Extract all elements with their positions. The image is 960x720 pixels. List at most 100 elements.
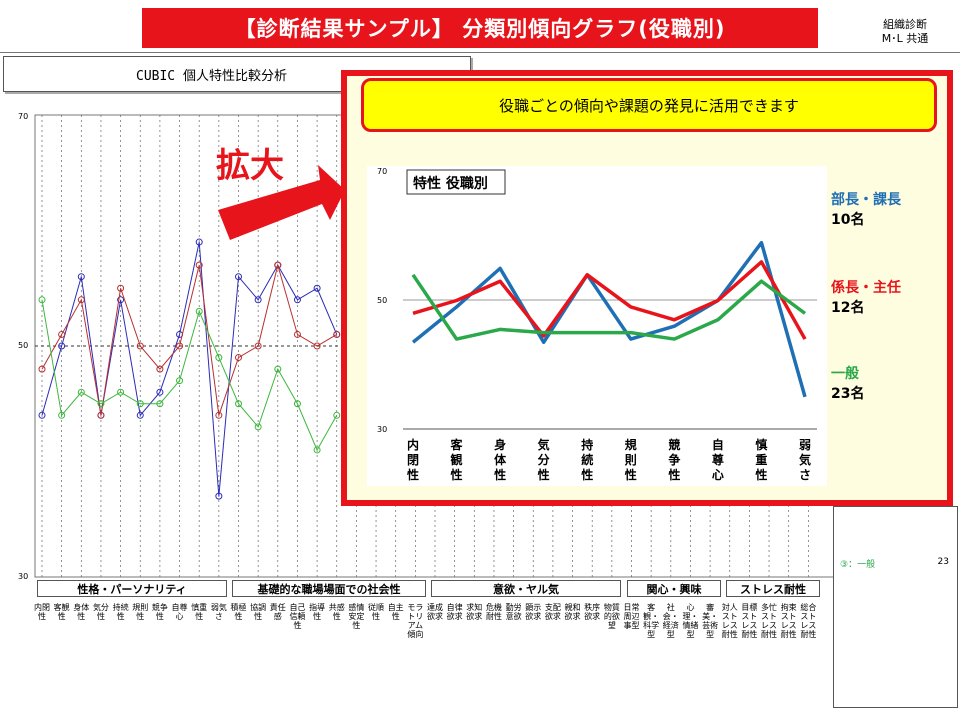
- inset-category-label: 客観性: [450, 437, 464, 482]
- legend-entry-supervisors: 係長・主任 12名: [831, 278, 901, 318]
- trait-label: 感情安定性: [348, 603, 365, 630]
- bg-point: [195, 238, 203, 246]
- bg-point: [254, 342, 262, 350]
- zoom-popup: 役職ごとの傾向や課題の発見に活用できます 特性 役職別 70 50 30 内閉性…: [341, 70, 953, 506]
- trait-label: 規則性: [132, 603, 149, 621]
- trait-label: 指導性: [309, 603, 326, 621]
- group-personality: 性格・パーソナリティ: [37, 580, 227, 597]
- bg-point: [235, 354, 242, 362]
- trait-label: 顕示欲求: [525, 603, 542, 621]
- trait-label: 自主性: [387, 603, 404, 621]
- bg-point: [97, 411, 105, 419]
- inset-series-line-2: [411, 273, 807, 341]
- bg-point: [38, 296, 46, 304]
- inset-title-box: [406, 169, 506, 195]
- bg-ytick-30: 30: [18, 572, 28, 581]
- inset-title: 特性 役職別: [413, 175, 488, 192]
- bg-point: [313, 284, 321, 292]
- corner-tag: 組織診断 M･L 共通: [862, 18, 948, 46]
- bg-point: [293, 330, 301, 338]
- corner-tag-line1: 組織診断: [883, 18, 927, 31]
- group-interest: 関心・興味: [627, 580, 721, 597]
- bg-point: [117, 296, 125, 304]
- trait-label: モラトリアム傾向: [407, 603, 424, 639]
- inset-category-label: 内閉性: [406, 437, 419, 482]
- legend-panel: ③：一般 23: [833, 506, 958, 708]
- trait-label: 秩序欲求: [584, 603, 601, 621]
- divider: [0, 52, 960, 53]
- trait-label: 社会・経済型: [662, 603, 679, 639]
- bg-point: [235, 273, 242, 281]
- trait-label: 身体性: [73, 603, 90, 621]
- legend-count: 12名: [831, 300, 865, 316]
- legend-entry-managers: 部長・課長 10名: [831, 190, 901, 230]
- trait-label: 気分性: [92, 603, 109, 621]
- legend-name: 部長・課長: [831, 192, 901, 208]
- bg-point: [274, 365, 282, 373]
- page-title: 【診断結果サンプル】 分類別傾向グラフ(役職別): [142, 8, 818, 48]
- trait-label: 総合ストレス耐性: [800, 603, 817, 639]
- bg-point: [77, 388, 85, 396]
- inset-ytick-30: 30: [377, 425, 387, 434]
- bg-point: [195, 307, 203, 315]
- bg-series-line-1: [41, 263, 338, 416]
- bg-point: [77, 273, 85, 281]
- bg-point: [254, 296, 262, 304]
- trait-label: 協調性: [250, 603, 267, 621]
- trait-label: 目標ストレス耐性: [741, 603, 758, 639]
- bg-point: [136, 400, 144, 408]
- bg-point: [58, 411, 66, 419]
- bg-point: [97, 400, 105, 408]
- trait-label: 拘束ストレス耐性: [780, 603, 797, 639]
- bg-point: [117, 284, 125, 292]
- bg-point: [215, 354, 223, 362]
- bg-ytick-50: 50: [18, 341, 28, 350]
- bg-point: [58, 330, 66, 338]
- bg-point: [77, 296, 85, 304]
- bg-point: [333, 411, 341, 419]
- inset-series-line-1: [412, 260, 807, 340]
- trait-label: 責任感: [269, 603, 286, 621]
- legend-panel-label: ③：一般: [840, 560, 876, 570]
- zoom-popup-body: 役職ごとの傾向や課題の発見に活用できます 特性 役職別 70 50 30 内閉性…: [347, 76, 947, 500]
- group-stress: ストレス耐性: [726, 580, 820, 597]
- trait-label: 客観・科学型: [643, 603, 660, 639]
- trait-label: 親和欲求: [564, 603, 581, 621]
- trait-label: 勤労意欲: [505, 603, 522, 621]
- inset-chart: 特性 役職別 70 50 30 内閉性 客観性 身体性 気分性 持続性 規則性 競争性 自尊心…: [367, 166, 827, 486]
- trait-label: 対人ストレス耐性: [721, 603, 738, 639]
- bg-point: [293, 296, 301, 304]
- legend-name: 係長・主任: [831, 280, 901, 296]
- inset-series: [411, 240, 807, 398]
- bg-point: [254, 423, 262, 431]
- trait-label: 日常周辺事型: [623, 603, 640, 630]
- corner-tag-line2: M･L 共通: [881, 32, 929, 45]
- trait-label: 共感性: [328, 603, 345, 621]
- inset-ytick-50: 50: [377, 296, 387, 305]
- trait-label: 自律欲求: [446, 603, 463, 621]
- group-motivation: 意欲・ヤル気: [431, 580, 621, 597]
- trait-label: 支配欲求: [544, 603, 561, 621]
- bg-series-line-0: [41, 241, 338, 497]
- group-social: 基礎的な職場場面での社会性: [232, 580, 426, 597]
- bg-point: [156, 365, 164, 373]
- trait-label: 競争性: [151, 603, 168, 621]
- inset-category-label: 身体性: [493, 437, 507, 482]
- inset-category-label: 気分性: [537, 437, 550, 482]
- trait-label: 求知欲求: [466, 603, 483, 621]
- bg-series: [38, 238, 341, 500]
- bg-point: [215, 492, 223, 500]
- trait-label: 自尊心: [171, 603, 188, 621]
- inset-ytick-70: 70: [377, 167, 387, 176]
- legend-panel-value: 23: [937, 557, 949, 567]
- trait-label: 達成欲求: [427, 603, 443, 621]
- bg-point: [117, 388, 125, 396]
- trait-label: 客観性: [53, 603, 70, 621]
- bg-point: [156, 388, 164, 396]
- bg-point: [38, 365, 46, 373]
- bg-point: [156, 400, 164, 408]
- inset-category-label: 持続性: [580, 437, 593, 482]
- inset-category-label: 競争性: [667, 437, 680, 482]
- zoom-label: 拡大: [216, 146, 284, 186]
- trait-label: 弱気さ: [210, 603, 227, 621]
